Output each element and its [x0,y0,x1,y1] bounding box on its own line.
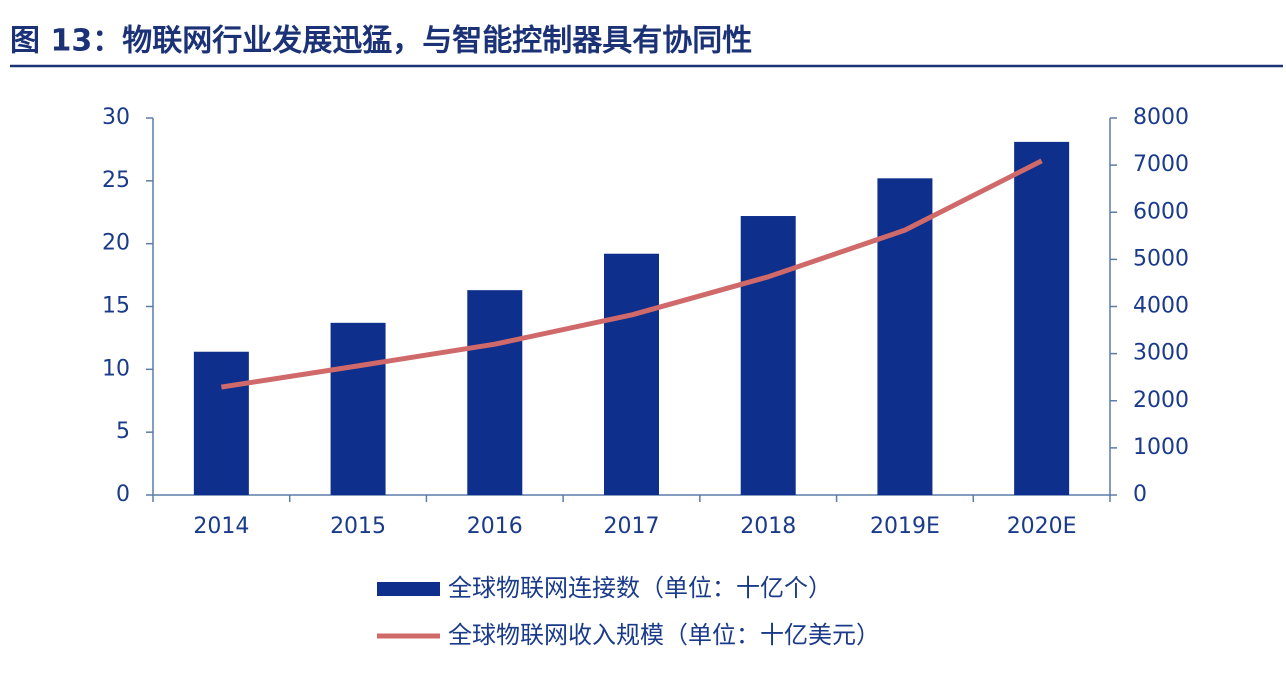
y2-tick-label: 3000 [1133,341,1189,366]
x-tick-label: 2015 [330,514,386,539]
x-tick-label: 2014 [193,514,249,539]
y2-tick-label: 2000 [1133,388,1189,413]
legend-label: 全球物联网连接数（单位：十亿个） [448,574,832,602]
y-tick-label: 0 [116,482,130,507]
y-tick-label: 15 [102,294,130,319]
bar [330,322,386,495]
bar [467,290,523,495]
legend-swatch [377,582,440,596]
bar [604,253,659,495]
x-tick-label: 2017 [604,514,660,539]
chart-title: 图 13：物联网行业发展迅猛，与智能控制器具有协同性 [10,24,752,59]
bar [193,351,249,495]
y2-tick-label: 1000 [1133,435,1189,460]
x-tick-label: 2016 [467,514,523,539]
y2-tick-label: 8000 [1133,105,1189,130]
legend-label: 全球物联网收入规模（单位：十亿美元） [448,621,880,649]
bar [740,216,796,495]
y2-tick-label: 7000 [1133,152,1189,177]
y-tick-label: 30 [102,105,130,130]
y2-tick-label: 4000 [1133,294,1189,319]
y-tick-label: 10 [102,356,130,381]
y2-tick-label: 5000 [1133,246,1189,271]
y-tick-label: 20 [102,231,130,256]
y2-tick-label: 6000 [1133,199,1189,224]
x-tick-label: 2018 [740,514,796,539]
bar [1014,141,1070,496]
x-tick-label: 2019E [870,514,940,539]
y-tick-label: 5 [116,419,130,444]
bar [877,178,933,495]
x-tick-label: 2020E [1007,514,1077,539]
line [220,158,1043,390]
y2-tick-label: 0 [1133,482,1147,507]
y-tick-label: 25 [102,168,130,193]
